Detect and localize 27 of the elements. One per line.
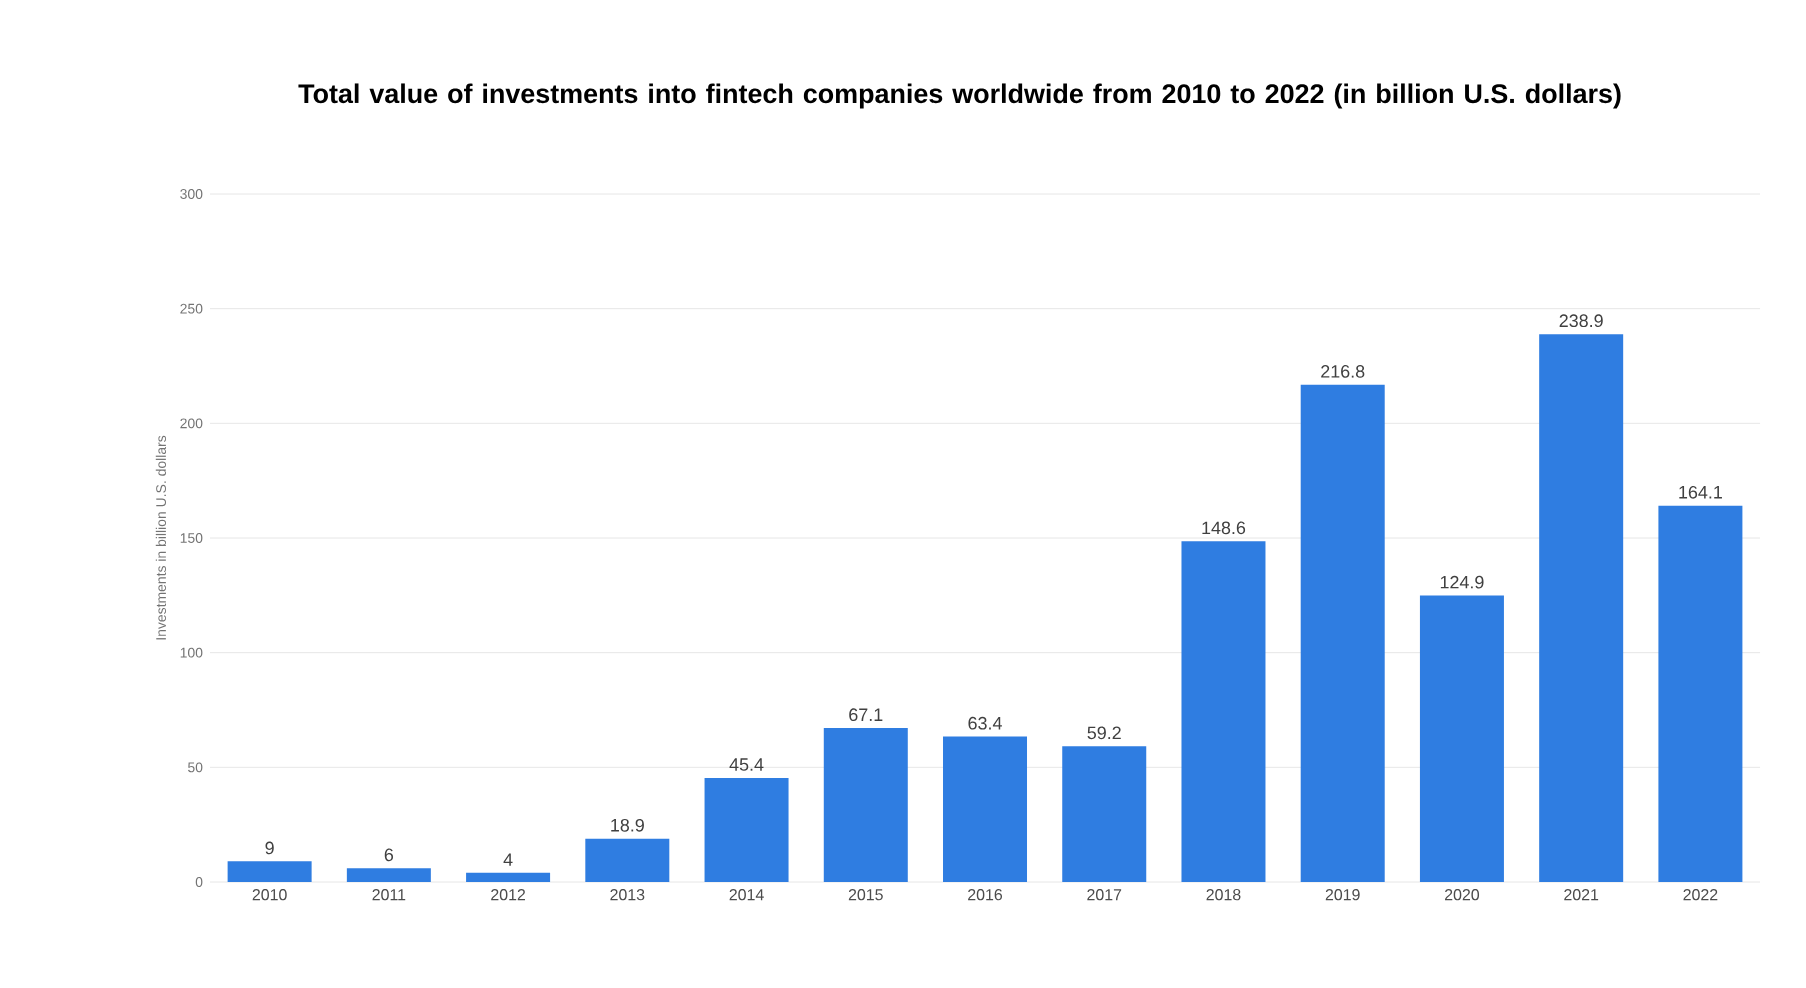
- bar: [1539, 334, 1624, 882]
- bar: [704, 777, 789, 882]
- bar: [346, 868, 431, 882]
- data-label: 4: [503, 853, 513, 866]
- data-label: 45.4: [729, 758, 764, 771]
- data-label: 238.9: [1559, 314, 1603, 328]
- bar: [585, 838, 670, 882]
- bar: [1181, 541, 1266, 882]
- data-label: 18.9: [611, 818, 644, 832]
- data-label: 63.4: [968, 716, 1002, 730]
- chart-title: Total value of investments into fintech companies worldwide from 2010 to 2022 (in billion U.S. dollars): [298, 83, 1621, 109]
- data-label: 6: [384, 848, 394, 862]
- data-label: 124.9: [1440, 575, 1484, 589]
- bar: [823, 728, 908, 882]
- bar: [227, 861, 312, 882]
- data-label: 164.1: [1679, 485, 1722, 499]
- bar: [1658, 505, 1743, 882]
- data-label: 59.2: [1087, 726, 1121, 740]
- data-label: 216.8: [1321, 365, 1365, 378]
- bar: [1419, 595, 1504, 882]
- data-label: 67.1: [849, 708, 883, 722]
- bar: [1062, 746, 1147, 882]
- data-label: 9: [265, 841, 274, 855]
- bar: [943, 736, 1028, 882]
- bar: [466, 872, 551, 882]
- bar: [1300, 384, 1385, 882]
- data-label: 148.6: [1202, 521, 1246, 535]
